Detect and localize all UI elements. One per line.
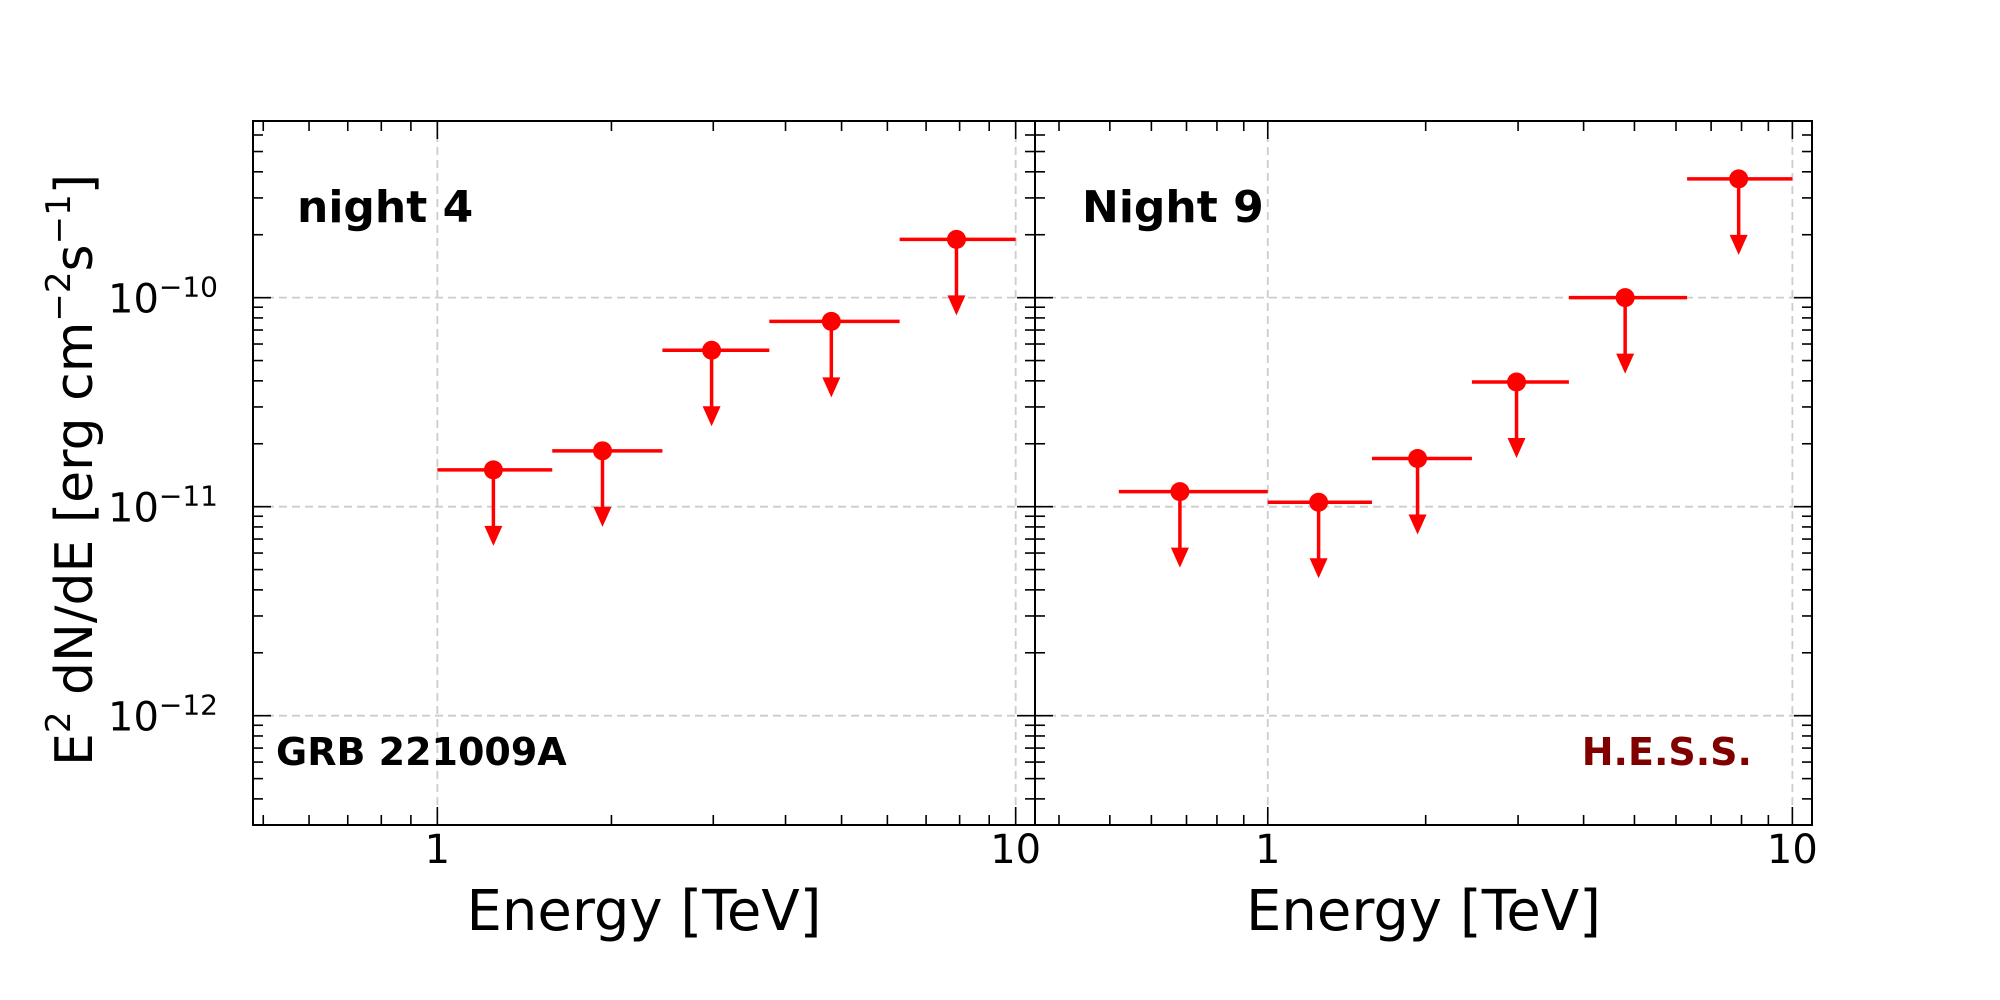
svg-text:E2 dN/dE [erg cm−2s−1]: E2 dN/dE [erg cm−2s−1] <box>39 174 105 766</box>
upper-limit-arrowhead <box>1507 437 1526 458</box>
upper-limit-point <box>1371 449 1472 535</box>
upper-limit-arrowhead <box>822 377 841 398</box>
panel-label: night 4 <box>297 182 473 233</box>
upper-limit-point <box>662 340 770 427</box>
x-tick-label: 10 <box>1767 827 1818 873</box>
data-marker <box>1507 372 1527 392</box>
upper-limit-point <box>552 441 663 527</box>
upper-limit-arrowhead <box>702 406 721 427</box>
x-axis-label: Energy [TeV] <box>1246 879 1601 944</box>
axes-frame <box>1034 120 1813 826</box>
y-axis-label: E2 dN/dE [erg cm−2s−1] <box>39 174 105 766</box>
x-axis-label: Energy [TeV] <box>466 879 821 944</box>
x-tick-label: 1 <box>425 827 450 873</box>
x-tick-label: 10 <box>990 827 1041 873</box>
corner-label: H.E.S.S. <box>1582 730 1752 774</box>
upper-limit-arrowhead <box>1729 234 1748 255</box>
upper-limit-arrowhead <box>947 295 966 316</box>
upper-limit-point <box>899 229 1016 316</box>
upper-limit-arrowhead <box>1170 547 1189 568</box>
panel-1: 1 10 Energy [TeV] 10−10 10−11 10−12 night 4 GRB… <box>108 120 1041 944</box>
data-marker <box>1170 482 1190 502</box>
data-marker <box>1729 169 1749 189</box>
y-tick-label: 10−12 <box>108 689 218 741</box>
upper-limit-arrowhead <box>484 525 503 546</box>
upper-limit-arrowhead <box>1408 514 1427 535</box>
upper-limit-point <box>769 311 900 398</box>
panels: 1 10 Energy [TeV] 10−10 10−11 10−12 night 4 GRB… <box>108 120 1818 944</box>
y-tick-label: 10−10 <box>108 271 218 323</box>
data-marker <box>1309 492 1329 512</box>
upper-limit-point <box>1687 169 1793 255</box>
upper-limit-point <box>1471 372 1569 458</box>
corner-label: GRB 221009A <box>276 730 567 774</box>
upper-limit-point <box>1267 492 1372 579</box>
data-marker <box>946 229 966 249</box>
upper-limit-point <box>1118 482 1268 568</box>
data-marker <box>1615 288 1635 308</box>
data-marker <box>483 460 503 480</box>
x-tick-label: 1 <box>1255 827 1280 873</box>
upper-limit-point <box>437 460 553 546</box>
data-marker <box>1408 449 1428 469</box>
data-marker <box>702 340 722 360</box>
upper-limit-point <box>1568 288 1688 374</box>
upper-limit-arrowhead <box>593 506 612 527</box>
upper-limit-arrowhead <box>1616 353 1635 374</box>
panel-2: 1 10 Energy [TeV] Night 9 H.E.S.S. <box>1034 120 1818 944</box>
panel-label: Night 9 <box>1082 182 1264 233</box>
data-marker <box>821 311 841 331</box>
y-tick-label: 10−11 <box>108 480 218 532</box>
data-marker <box>592 441 612 461</box>
upper-limit-arrowhead <box>1309 558 1328 579</box>
